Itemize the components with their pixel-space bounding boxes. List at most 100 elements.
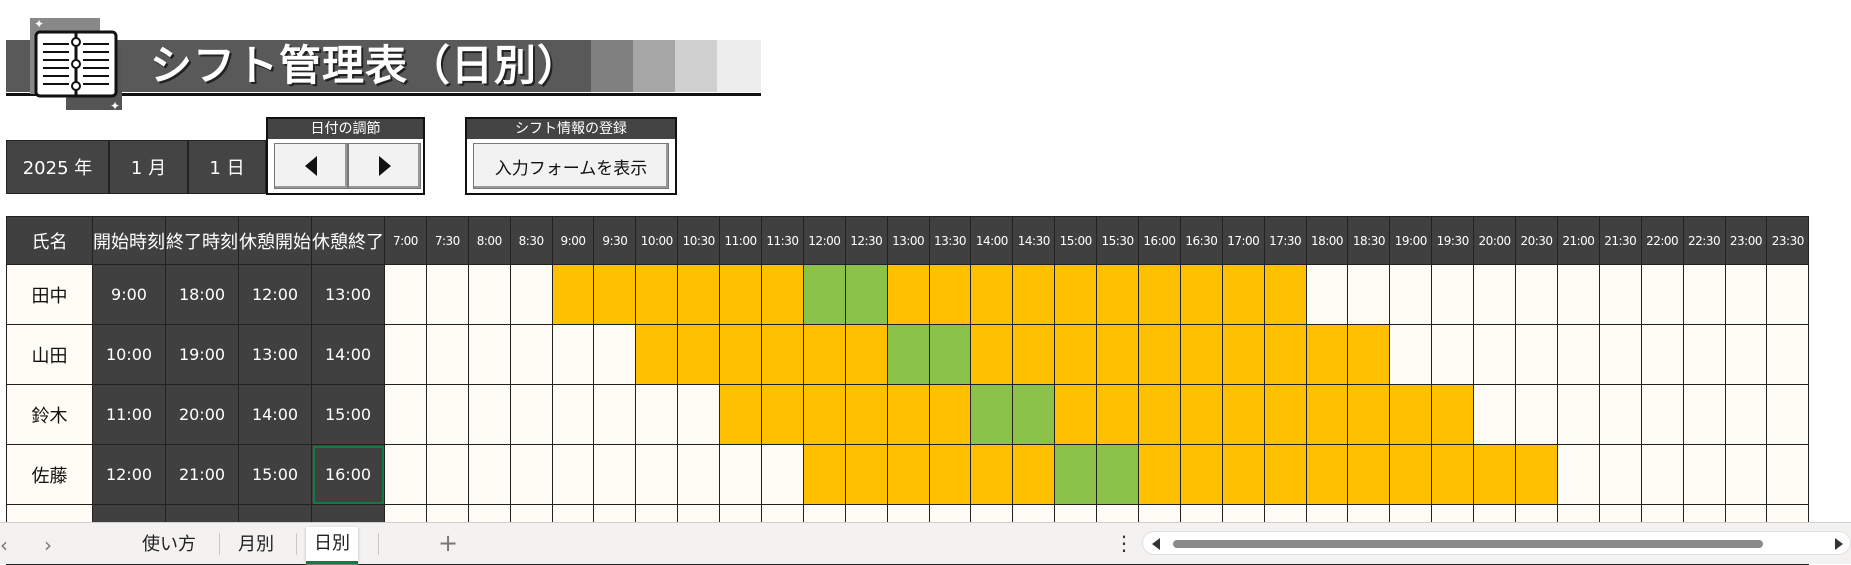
break-slot[interactable]	[886, 324, 930, 385]
empty-slot[interactable]	[1598, 324, 1642, 385]
empty-slot[interactable]	[509, 384, 553, 445]
work-slot[interactable]	[1054, 264, 1098, 325]
employee-name-cell[interactable]: 佐藤	[6, 444, 93, 505]
work-slot[interactable]	[761, 324, 804, 385]
work-slot[interactable]	[844, 444, 888, 505]
work-slot[interactable]	[886, 384, 930, 445]
empty-slot[interactable]	[551, 384, 595, 445]
empty-slot[interactable]	[1766, 264, 1810, 325]
scroll-left-icon[interactable]	[1151, 538, 1161, 550]
chevron-left-icon[interactable]: ‹	[0, 533, 8, 557]
break-end-cell[interactable]: 14:00	[311, 324, 385, 385]
work-slot[interactable]	[1263, 324, 1307, 385]
work-slot[interactable]	[970, 444, 1014, 505]
break-slot[interactable]	[802, 264, 846, 325]
empty-slot[interactable]	[467, 264, 511, 325]
work-slot[interactable]	[1263, 444, 1307, 505]
work-slot[interactable]	[635, 264, 679, 325]
empty-slot[interactable]	[593, 384, 637, 445]
year-cell[interactable]: 2025 年	[6, 140, 109, 194]
empty-slot[interactable]	[1347, 264, 1391, 325]
work-slot[interactable]	[970, 264, 1014, 325]
empty-slot[interactable]	[677, 444, 721, 505]
empty-slot[interactable]	[1515, 384, 1558, 445]
empty-slot[interactable]	[551, 444, 595, 505]
work-slot[interactable]	[970, 324, 1014, 385]
empty-slot[interactable]	[1682, 444, 1726, 505]
empty-slot[interactable]	[1431, 264, 1475, 325]
work-slot[interactable]	[719, 264, 763, 325]
work-slot[interactable]	[1473, 444, 1517, 505]
work-slot[interactable]	[928, 384, 972, 445]
work-slot[interactable]	[1263, 264, 1307, 325]
prev-day-button[interactable]	[274, 143, 348, 189]
start-cell[interactable]: 12:00	[92, 444, 166, 505]
work-slot[interactable]	[1138, 324, 1181, 385]
break-start-cell[interactable]: 12:00	[238, 264, 312, 325]
work-slot[interactable]	[1347, 324, 1391, 385]
work-slot[interactable]	[928, 264, 972, 325]
empty-slot[interactable]	[1598, 384, 1642, 445]
empty-slot[interactable]	[509, 264, 553, 325]
plus-icon[interactable]: +	[438, 529, 459, 557]
empty-slot[interactable]	[425, 384, 469, 445]
empty-slot[interactable]	[509, 444, 553, 505]
work-slot[interactable]	[886, 444, 930, 505]
work-slot[interactable]	[1054, 384, 1098, 445]
empty-slot[interactable]	[1389, 324, 1433, 385]
break-end-cell[interactable]: 13:00	[311, 264, 385, 325]
empty-slot[interactable]	[1473, 324, 1517, 385]
work-slot[interactable]	[1179, 444, 1223, 505]
horizontal-scrollbar[interactable]	[1142, 531, 1851, 555]
work-slot[interactable]	[635, 324, 679, 385]
empty-slot[interactable]	[1640, 324, 1684, 385]
work-slot[interactable]	[1389, 444, 1433, 505]
end-cell[interactable]: 19:00	[165, 324, 239, 385]
break-slot[interactable]	[1054, 444, 1098, 505]
empty-slot[interactable]	[1724, 264, 1768, 325]
empty-slot[interactable]	[425, 444, 469, 505]
empty-slot[interactable]	[1305, 264, 1349, 325]
work-slot[interactable]	[844, 384, 888, 445]
empty-slot[interactable]	[384, 324, 427, 385]
empty-slot[interactable]	[1556, 384, 1600, 445]
work-slot[interactable]	[886, 264, 930, 325]
empty-slot[interactable]	[467, 384, 511, 445]
start-cell[interactable]: 10:00	[92, 324, 166, 385]
work-slot[interactable]	[761, 384, 804, 445]
work-slot[interactable]	[1096, 324, 1140, 385]
empty-slot[interactable]	[1640, 264, 1684, 325]
work-slot[interactable]	[802, 324, 846, 385]
work-slot[interactable]	[802, 444, 846, 505]
next-day-button[interactable]	[348, 143, 421, 189]
work-slot[interactable]	[761, 264, 804, 325]
work-slot[interactable]	[1054, 324, 1098, 385]
work-slot[interactable]	[1012, 264, 1056, 325]
work-slot[interactable]	[1221, 384, 1265, 445]
break-end-cell[interactable]: 16:00	[311, 444, 385, 505]
break-slot[interactable]	[928, 324, 972, 385]
day-cell[interactable]: 1 日	[188, 140, 266, 194]
empty-slot[interactable]	[1682, 384, 1726, 445]
empty-slot[interactable]	[593, 324, 637, 385]
break-start-cell[interactable]: 13:00	[238, 324, 312, 385]
work-slot[interactable]	[1431, 444, 1475, 505]
work-slot[interactable]	[593, 264, 637, 325]
empty-slot[interactable]	[1473, 384, 1517, 445]
scrollbar-thumb[interactable]	[1173, 540, 1763, 548]
empty-slot[interactable]	[425, 324, 469, 385]
empty-slot[interactable]	[1724, 384, 1768, 445]
work-slot[interactable]	[1347, 384, 1391, 445]
work-slot[interactable]	[1305, 444, 1349, 505]
work-slot[interactable]	[1138, 264, 1181, 325]
empty-slot[interactable]	[384, 384, 427, 445]
empty-slot[interactable]	[635, 444, 679, 505]
empty-slot[interactable]	[1682, 324, 1726, 385]
chevron-right-icon[interactable]: ›	[44, 533, 52, 557]
work-slot[interactable]	[719, 384, 763, 445]
empty-slot[interactable]	[1682, 264, 1726, 325]
work-slot[interactable]	[1515, 444, 1558, 505]
work-slot[interactable]	[1012, 324, 1056, 385]
work-slot[interactable]	[677, 324, 721, 385]
tab-daily[interactable]: 日別	[306, 527, 358, 564]
